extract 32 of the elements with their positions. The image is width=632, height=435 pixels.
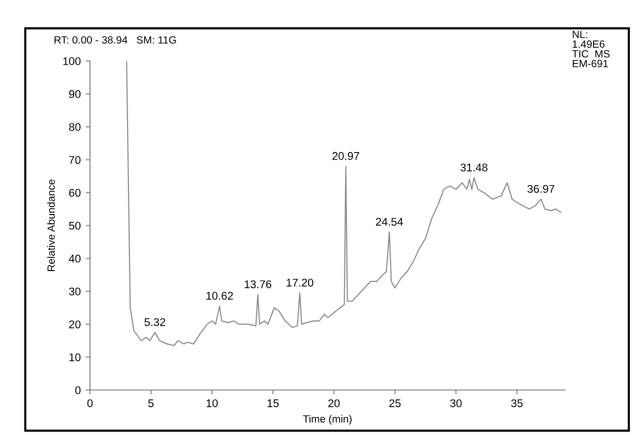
annotation: 24.54 [376, 218, 403, 226]
x-tick-label: 20 [328, 399, 340, 408]
y-tick-label: 60 [69, 188, 81, 197]
annotation: 36.97 [527, 184, 554, 193]
text: RT: 0.00 - 38.94 SM: 11G [54, 36, 176, 44]
annotation: 20.97 [332, 152, 360, 160]
text: NL: 1.49E6 TIC MS EM-691 [572, 30, 610, 68]
line-series [126, 61, 562, 346]
x-tick-label: 30 [450, 399, 462, 408]
y-tick-label: 50 [69, 222, 81, 230]
y-tick-label: 70 [69, 156, 81, 164]
annotation: 31.48 [460, 164, 488, 172]
x-tick-label: 15 [268, 399, 279, 408]
y-tick-label: 40 [68, 254, 81, 263]
y-tick-label: 100 [63, 57, 81, 66]
y-tick-label: 10 [69, 353, 81, 362]
x-axis-title: Time (min) [303, 414, 352, 425]
annotation: 13.76 [244, 280, 272, 288]
y-tick-label: 0 [75, 386, 81, 394]
y-tick-label: 30 [69, 288, 81, 296]
y-tick-label: 90 [69, 90, 81, 98]
x-tick-label: 35 [511, 399, 523, 408]
y-tick-label: 80 [69, 123, 81, 131]
annotation: 10.62 [206, 292, 233, 300]
x-tick-label: 25 [389, 399, 401, 408]
x-tick-label: 5 [148, 399, 154, 408]
x-tick-label: 10 [206, 399, 218, 408]
y-tick-label: 20 [69, 320, 81, 328]
annotation: 17.20 [286, 278, 314, 287]
y-axis-title: Relative Abundance [47, 180, 55, 271]
annotation: 5.32 [144, 318, 166, 326]
x-tick-label: 0 [87, 399, 93, 408]
